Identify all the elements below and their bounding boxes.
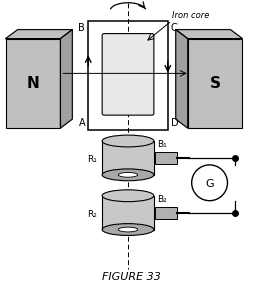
Ellipse shape [118,173,138,177]
Bar [102,141,154,175]
Ellipse shape [102,135,154,147]
Circle shape [192,165,227,201]
Ellipse shape [102,169,154,181]
Text: N: N [27,76,39,91]
Bar [102,196,154,230]
Text: C: C [171,23,178,33]
Text: B₂: B₂ [157,195,167,204]
Ellipse shape [118,227,138,232]
Text: R₂: R₂ [87,210,97,219]
Text: D: D [171,118,178,128]
Bar [188,39,242,128]
Bar [155,207,177,219]
Polygon shape [60,30,72,128]
Text: A: A [79,118,85,128]
Ellipse shape [102,190,154,202]
Text: B₁: B₁ [157,140,167,149]
Text: Iron core: Iron core [172,11,209,20]
Text: G: G [205,179,214,189]
FancyBboxPatch shape [102,34,154,115]
Bar [155,152,177,164]
Polygon shape [6,30,72,39]
Bar [6,39,60,128]
Polygon shape [176,30,242,39]
Text: B: B [79,23,85,33]
Polygon shape [176,30,188,128]
Text: R₁: R₁ [87,156,97,164]
Bar [88,21,168,130]
Text: S: S [210,76,221,91]
Text: FIGURE 33: FIGURE 33 [102,272,160,282]
Ellipse shape [102,223,154,236]
